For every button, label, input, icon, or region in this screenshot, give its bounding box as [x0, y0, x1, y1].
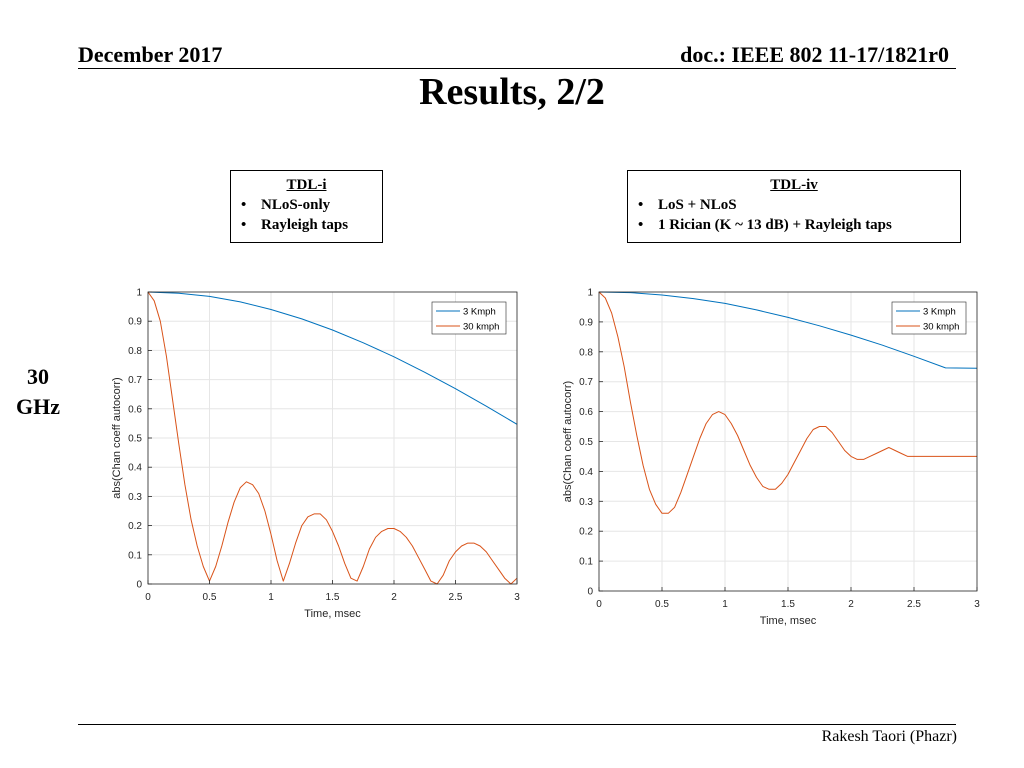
- bullet-item: • NLoS-only: [241, 197, 331, 213]
- tdl-iv-box: TDL-iv • LoS + NLoS • 1 Rician (K ~ 13 dB)…: [627, 170, 961, 243]
- frequency-label: 30 GHz: [8, 362, 68, 422]
- x-axis-label: Time, msec: [760, 615, 817, 627]
- tdl-i-box: TDL-i • NLoS-only • Rayleigh taps: [230, 170, 383, 243]
- y-tick-label: 0.6: [128, 404, 142, 415]
- y-tick-label: 0: [587, 587, 593, 598]
- legend: 3 Kmph 30 kmph: [431, 301, 507, 335]
- y-tick-label: 0.1: [128, 550, 142, 561]
- x-tick-label: 2: [391, 592, 397, 603]
- chart-2: 0 0.5 1 1.5 2 2.5 3 0 0.1 0.2 0.3 0.4 0.5 0.6 0.7 0.8 0.…: [562, 288, 980, 628]
- y-tick-label: 0.3: [128, 492, 142, 503]
- slide-title: Results, 2/2: [419, 71, 605, 113]
- footer-author: Rakesh Taori (Phazr): [821, 728, 957, 745]
- y-tick-label: 0.9: [128, 317, 142, 328]
- series-line-2: [598, 291, 977, 514]
- chart-1: 0 0.5 1 1.5 2 2.5 3 0 0.1 0.2 0.3 0.4 0.5 0.6 0.7 0.8 0.…: [111, 288, 520, 621]
- y-tick-label: 0.5: [128, 434, 142, 445]
- x-tick-label: 1.5: [326, 592, 340, 603]
- x-tick-label: 0: [596, 599, 602, 610]
- y-axis-label: abs(Chan coeff autocorr): [562, 381, 574, 502]
- x-tick-label: 0.5: [655, 599, 669, 610]
- series-line-1: [598, 291, 978, 369]
- legend: 3 Kmph 30 kmph: [891, 301, 967, 335]
- legend-label: 3 Kmph: [923, 307, 956, 318]
- x-tick-label: 1: [268, 592, 274, 603]
- x-tick-label: 0.5: [203, 592, 217, 603]
- legend-box: [891, 301, 967, 335]
- footer-rule: [78, 724, 956, 725]
- y-tick-label: 0.6: [579, 407, 593, 418]
- x-tick-label: 2.5: [449, 592, 463, 603]
- x-tick-label: 2.5: [907, 599, 921, 610]
- legend-label: 30 kmph: [463, 322, 499, 333]
- bullet-text: LoS + NLoS: [658, 197, 737, 213]
- frequency-value: 30: [27, 364, 49, 389]
- y-tick-label: 0.7: [579, 377, 593, 388]
- box-title: TDL-iv: [770, 177, 818, 193]
- bullet-text: 1 Rician (K ~ 13 dB) + Rayleigh taps: [658, 217, 892, 233]
- bullet-item: • LoS + NLoS: [638, 197, 737, 213]
- y-tick-label: 0.2: [128, 521, 142, 532]
- y-tick-label: 0.2: [579, 527, 593, 538]
- y-tick-label: 1: [136, 288, 142, 299]
- y-tick-label: 0.1: [579, 557, 593, 568]
- x-tick-label: 3: [514, 592, 520, 603]
- bullet-item: • 1 Rician (K ~ 13 dB) + Rayleigh taps: [638, 217, 892, 233]
- x-tick-label: 3: [974, 599, 980, 610]
- legend-label: 3 Kmph: [463, 307, 496, 318]
- x-tick-label: 2: [848, 599, 854, 610]
- header-rule: [78, 68, 956, 69]
- y-tick-label: 0.7: [128, 375, 142, 386]
- x-tick-label: 1.5: [781, 599, 795, 610]
- y-tick-label: 0.3: [579, 497, 593, 508]
- x-tick-label: 0: [145, 592, 151, 603]
- y-tick-label: 0: [136, 580, 142, 591]
- series-line-1: [147, 291, 518, 425]
- box-title: TDL-i: [286, 177, 327, 193]
- frequency-unit: GHz: [16, 394, 60, 419]
- bullet-text: NLoS-only: [261, 197, 331, 213]
- y-tick-label: 0.4: [128, 463, 142, 474]
- x-tick-label: 1: [722, 599, 728, 610]
- y-tick-label: 0.8: [128, 346, 142, 357]
- y-tick-label: 0.8: [579, 347, 593, 358]
- header-date: December 2017: [78, 42, 223, 67]
- y-axis-label: abs(Chan coeff autocorr): [111, 377, 123, 498]
- y-tick-label: 0.4: [579, 467, 593, 478]
- y-tick-label: 0.5: [579, 437, 593, 448]
- bullet-item: • Rayleigh taps: [241, 217, 349, 233]
- header-doc-id: doc.: IEEE 802 11-17/1821r0: [680, 42, 949, 67]
- y-tick-label: 1: [587, 288, 593, 299]
- bullet-text: Rayleigh taps: [261, 217, 349, 233]
- legend-label: 30 kmph: [923, 322, 959, 333]
- legend-box: [431, 301, 507, 335]
- x-axis-label: Time, msec: [304, 608, 361, 620]
- y-tick-label: 0.9: [579, 317, 593, 328]
